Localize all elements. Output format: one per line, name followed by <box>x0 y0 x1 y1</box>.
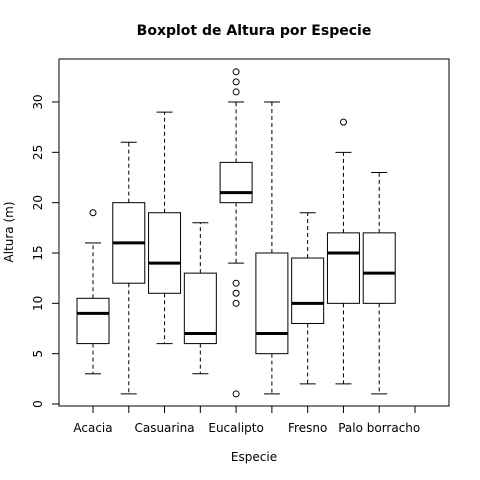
x-tick-label: Acacia <box>73 421 112 435</box>
box-7 <box>291 212 325 385</box>
box-1 <box>76 209 110 375</box>
y-tick-label: 20 <box>31 195 45 210</box>
box-9 <box>362 171 396 395</box>
box-iqr <box>255 252 289 355</box>
x-tick-label: Palo borracho <box>338 421 420 435</box>
box-3 <box>148 111 182 345</box>
box-iqr <box>183 272 217 345</box>
box-8 <box>326 118 360 385</box>
y-axis: 0 5 10 15 20 25 30 <box>31 94 60 408</box>
outlier-point <box>232 299 240 307</box>
outlier-point <box>232 289 240 297</box>
outlier-point <box>232 390 240 398</box>
y-tick-label: 10 <box>31 296 45 311</box>
box-4 <box>183 222 217 375</box>
y-axis-label: Altura (m) <box>2 201 16 262</box>
outlier-point <box>232 68 240 76</box>
outlier-point <box>232 78 240 86</box>
box-iqr <box>76 297 110 345</box>
x-tick-label: Eucalipto <box>208 421 263 435</box>
x-axis: Acacia Casuarina Eucalipto Fresno Palo borra… <box>73 405 420 435</box>
x-tick-label: Fresno <box>288 421 327 435</box>
y-tick-label: 25 <box>31 145 45 160</box>
outlier-point <box>339 118 347 126</box>
y-tick-label: 15 <box>31 245 45 260</box>
outlier-point <box>89 209 97 217</box>
y-tick-label: 0 <box>31 400 45 408</box>
box-5 <box>219 68 253 398</box>
boxes-group <box>76 68 396 398</box>
box-iqr <box>219 161 253 204</box>
box-2 <box>112 141 146 395</box>
box-6 <box>255 101 289 395</box>
chart-title: Boxplot de Altura por Especie <box>137 23 372 39</box>
y-tick-label: 5 <box>31 350 45 358</box>
box-iqr <box>291 257 325 324</box>
box-iqr <box>326 232 360 304</box>
outlier-point <box>232 279 240 287</box>
x-tick-label: Casuarina <box>134 421 194 435</box>
outlier-point <box>232 88 240 96</box>
box-iqr <box>362 232 396 304</box>
box-iqr <box>148 212 182 294</box>
x-axis-label: Especie <box>231 450 277 464</box>
y-tick-label: 30 <box>31 94 45 109</box>
